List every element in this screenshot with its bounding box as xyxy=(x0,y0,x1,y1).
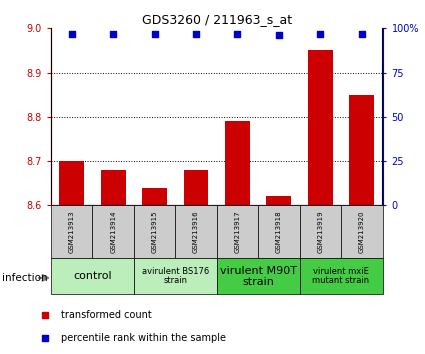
Text: GSM213920: GSM213920 xyxy=(359,211,365,253)
Point xyxy=(110,31,116,36)
Bar xyxy=(258,205,300,258)
Point xyxy=(42,335,49,341)
Text: percentile rank within the sample: percentile rank within the sample xyxy=(61,333,226,343)
Text: virulent mxiE
mutant strain: virulent mxiE mutant strain xyxy=(312,267,370,285)
Point xyxy=(151,31,158,36)
Text: avirulent BS176
strain: avirulent BS176 strain xyxy=(142,267,209,285)
Bar xyxy=(217,205,258,258)
Bar xyxy=(101,170,125,205)
Text: GSM213919: GSM213919 xyxy=(317,211,323,253)
Point xyxy=(193,31,199,36)
Bar xyxy=(134,258,217,294)
Bar xyxy=(300,258,382,294)
Bar xyxy=(51,258,134,294)
Title: GDS3260 / 211963_s_at: GDS3260 / 211963_s_at xyxy=(142,13,292,26)
Text: GSM213914: GSM213914 xyxy=(110,211,116,253)
Point xyxy=(68,31,75,36)
Text: infection: infection xyxy=(2,273,48,283)
Point xyxy=(275,33,282,38)
Point xyxy=(42,312,49,318)
Bar xyxy=(142,188,167,205)
Text: GSM213917: GSM213917 xyxy=(235,211,241,253)
Point xyxy=(317,31,324,36)
Bar xyxy=(134,205,175,258)
Text: GSM213918: GSM213918 xyxy=(276,211,282,253)
Bar xyxy=(266,196,291,205)
Point xyxy=(358,31,365,36)
Text: control: control xyxy=(73,271,112,281)
Text: GSM213916: GSM213916 xyxy=(193,211,199,253)
Bar xyxy=(175,205,217,258)
Bar xyxy=(341,205,382,258)
Text: GSM213915: GSM213915 xyxy=(152,211,158,253)
Text: transformed count: transformed count xyxy=(61,310,152,320)
Bar xyxy=(59,161,84,205)
Bar xyxy=(308,51,333,205)
Bar xyxy=(349,95,374,205)
Bar xyxy=(217,258,300,294)
Bar xyxy=(51,205,92,258)
Bar xyxy=(225,121,250,205)
Bar xyxy=(184,170,208,205)
Text: GSM213913: GSM213913 xyxy=(69,211,75,253)
Bar xyxy=(300,205,341,258)
Text: virulent M90T
strain: virulent M90T strain xyxy=(220,266,297,286)
Bar xyxy=(92,205,134,258)
Point xyxy=(234,31,241,36)
